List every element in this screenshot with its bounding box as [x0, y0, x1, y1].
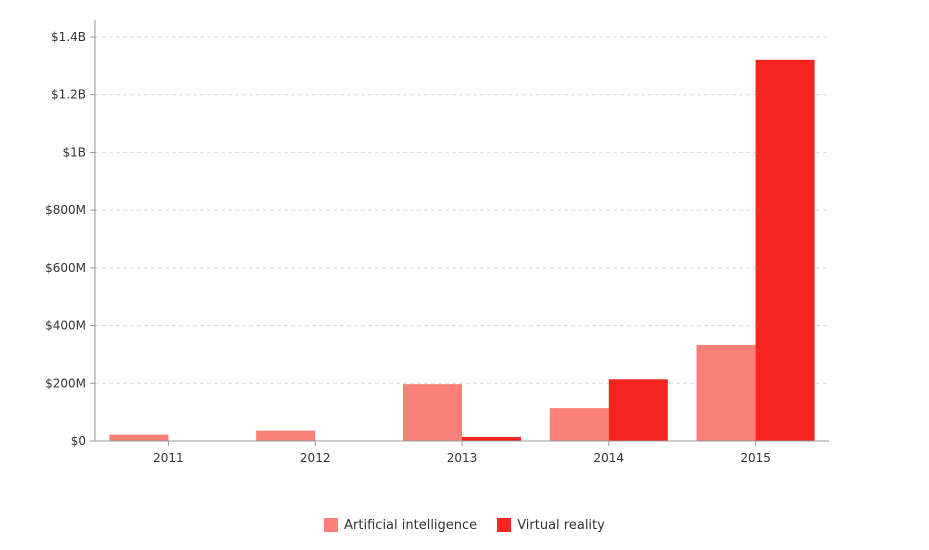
bar-artificial-intelligence-2012[interactable]	[256, 430, 316, 441]
legend-item-virtual-reality[interactable]: Virtual reality	[497, 518, 605, 533]
x-tick-label-2013: 2013	[447, 451, 478, 465]
bar-artificial-intelligence-2013[interactable]	[403, 384, 462, 441]
legend: Artificial intelligence Virtual reality	[0, 514, 929, 536]
bar-artificial-intelligence-2014[interactable]	[549, 408, 609, 441]
legend-swatch-artificial-intelligence	[324, 518, 339, 532]
bar-chart: $0 $200M $400M $600M $800M $1B $1.2B $1.4B 2011…	[45, 20, 829, 465]
bar-virtual-reality-2014[interactable]	[608, 379, 668, 441]
y-tick-label: $1.4B	[51, 30, 86, 44]
legend-label-virtual-reality: Virtual reality	[517, 517, 605, 533]
y-tick-label: $1.2B	[51, 88, 86, 102]
y-axis-ticks: $0 $200M $400M $600M $800M $1B $1.2B $1.4B	[45, 30, 95, 448]
y-tick-label: $400M	[45, 319, 86, 333]
x-axis-ticks: 2011 2012 2013 2014 2015	[153, 441, 771, 465]
legend-swatch-virtual-reality	[497, 518, 512, 532]
x-tick-label-2015: 2015	[740, 451, 771, 465]
y-tick-label: $200M	[45, 376, 86, 390]
y-tick-label: $800M	[45, 203, 86, 217]
x-tick-label-2014: 2014	[594, 451, 625, 465]
y-tick-label: $1B	[62, 145, 86, 159]
y-tick-label: $600M	[45, 261, 86, 275]
legend-label-artificial-intelligence: Artificial intelligence	[344, 517, 478, 533]
gridlines	[95, 36, 829, 384]
x-tick-label-2012: 2012	[300, 451, 331, 465]
y-tick-label: $0	[71, 434, 86, 448]
bar-virtual-reality-2015[interactable]	[755, 59, 815, 441]
bar-virtual-reality-2013[interactable]	[462, 436, 521, 441]
x-tick-label-2011: 2011	[153, 451, 184, 465]
bar-artificial-intelligence-2011[interactable]	[109, 434, 169, 441]
bar-artificial-intelligence-2015[interactable]	[696, 344, 756, 441]
bars	[109, 59, 815, 441]
legend-item-artificial-intelligence[interactable]: Artificial intelligence	[324, 518, 477, 533]
